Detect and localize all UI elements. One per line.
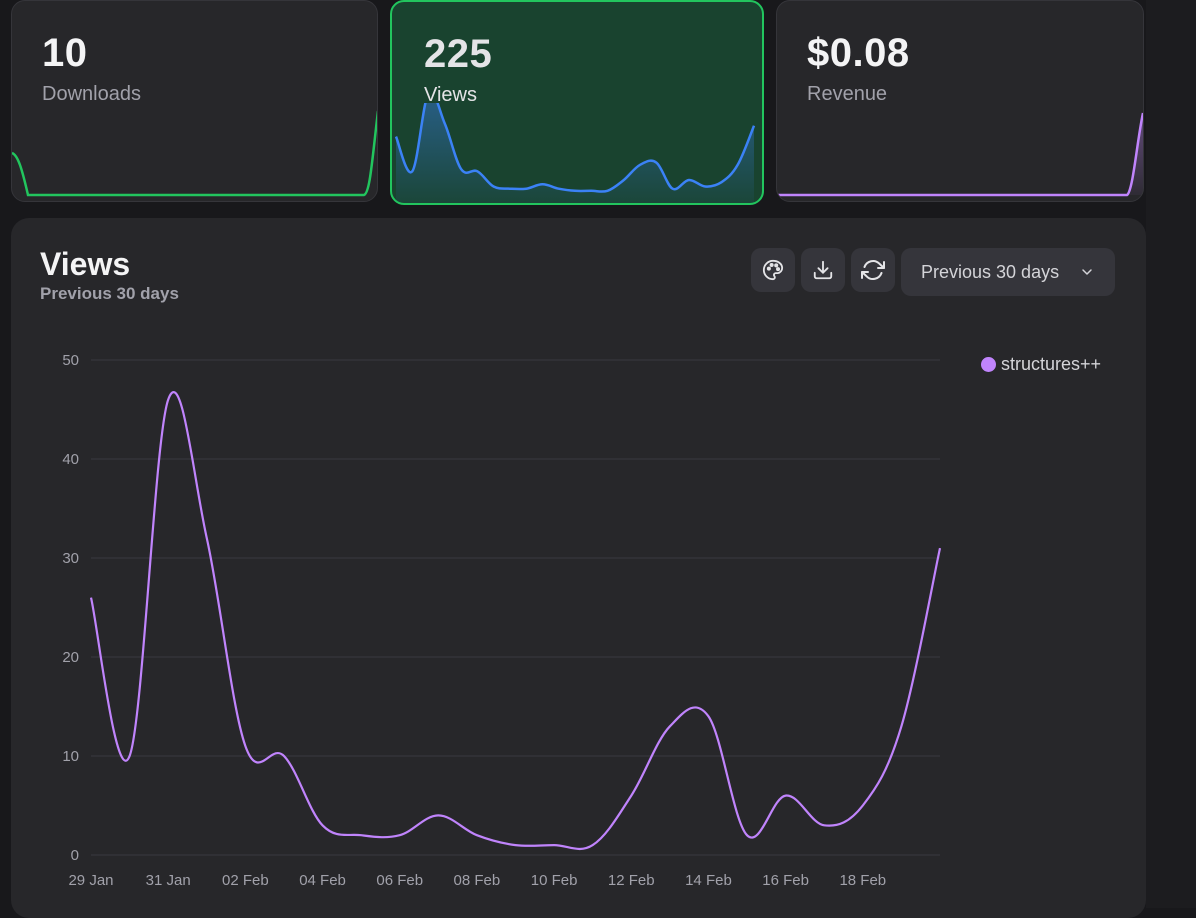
download-icon	[813, 260, 833, 280]
data-point[interactable]	[162, 394, 174, 406]
views-chart-card: Views Previous 30 days Previous 30 days	[11, 218, 1146, 918]
data-point[interactable]	[239, 740, 251, 752]
revenue-card[interactable]: $0.08 Revenue	[776, 0, 1144, 202]
palette-icon	[762, 259, 784, 281]
chart-title: Views	[40, 246, 131, 282]
data-point[interactable]	[741, 829, 753, 841]
data-point[interactable]	[664, 720, 676, 732]
series-line-structures-[interactable]	[89, 390, 942, 851]
refresh-icon	[861, 260, 885, 280]
x-tick-label: 14 Feb	[685, 872, 732, 889]
views-sparkline	[394, 103, 756, 203]
chevron-down-icon	[1082, 269, 1092, 275]
views-card[interactable]: 225 Views	[390, 0, 764, 205]
data-point[interactable]	[587, 839, 599, 851]
x-tick-label: 04 Feb	[299, 872, 346, 889]
period-select[interactable]: Previous 30 days	[901, 248, 1115, 296]
x-tick-label: 12 Feb	[608, 872, 655, 889]
x-tick-label: 08 Feb	[454, 872, 501, 889]
revenue-sparkline	[777, 112, 1143, 197]
data-point[interactable]	[124, 750, 136, 762]
data-point[interactable]	[934, 542, 946, 554]
data-point[interactable]	[702, 710, 714, 722]
data-point[interactable]	[895, 720, 907, 732]
data-point[interactable]	[818, 819, 830, 831]
legend-swatch	[981, 357, 996, 372]
y-tick-label: 40	[62, 451, 79, 468]
refresh-button[interactable]	[851, 248, 895, 292]
right-edge-strip	[1146, 0, 1196, 908]
y-tick-label: 0	[71, 847, 79, 864]
data-point[interactable]	[278, 750, 290, 762]
y-tick-label: 10	[62, 748, 79, 765]
y-tick-label: 20	[62, 649, 79, 666]
data-point[interactable]	[857, 800, 869, 812]
views-label: Views	[424, 84, 477, 106]
data-point[interactable]	[780, 790, 792, 802]
data-point[interactable]	[471, 829, 483, 841]
y-tick-label: 50	[62, 352, 79, 369]
x-tick-label: 29 Jan	[68, 872, 113, 889]
x-tick-label: 02 Feb	[222, 872, 269, 889]
downloads-sparkline	[12, 110, 377, 197]
x-tick-label: 16 Feb	[762, 872, 809, 889]
data-point[interactable]	[548, 839, 560, 851]
palette-button[interactable]	[751, 248, 795, 292]
x-tick-label: 31 Jan	[146, 872, 191, 889]
views-line-chart: 0 10 20 30 40 50 29 Jan 31 Jan 02 Feb 04 Feb 06 Fe…	[62, 352, 946, 889]
y-tick-label: 30	[62, 550, 79, 567]
data-point[interactable]	[317, 819, 329, 831]
x-tick-label: 18 Feb	[839, 872, 886, 889]
data-point[interactable]	[85, 592, 97, 604]
period-select-value: Previous 30 days	[921, 261, 1060, 282]
data-point[interactable]	[355, 829, 367, 841]
revenue-label: Revenue	[807, 83, 888, 105]
download-button[interactable]	[801, 248, 845, 292]
x-tick-label: 06 Feb	[376, 872, 423, 889]
data-point[interactable]	[432, 809, 444, 821]
data-point[interactable]	[201, 532, 213, 544]
data-point[interactable]	[510, 839, 522, 851]
downloads-label: Downloads	[42, 83, 141, 105]
downloads-card[interactable]: 10 Downloads	[11, 0, 378, 202]
legend-label: structures++	[1001, 354, 1102, 374]
chart-subtitle: Previous 30 days	[40, 284, 179, 303]
chart-legend[interactable]: structures++	[981, 354, 1101, 375]
revenue-value: $0.08	[807, 31, 910, 75]
data-point[interactable]	[394, 829, 406, 841]
data-point[interactable]	[625, 790, 637, 802]
views-value: 225	[424, 32, 493, 76]
downloads-value: 10	[42, 31, 88, 75]
x-tick-label: 10 Feb	[531, 872, 578, 889]
